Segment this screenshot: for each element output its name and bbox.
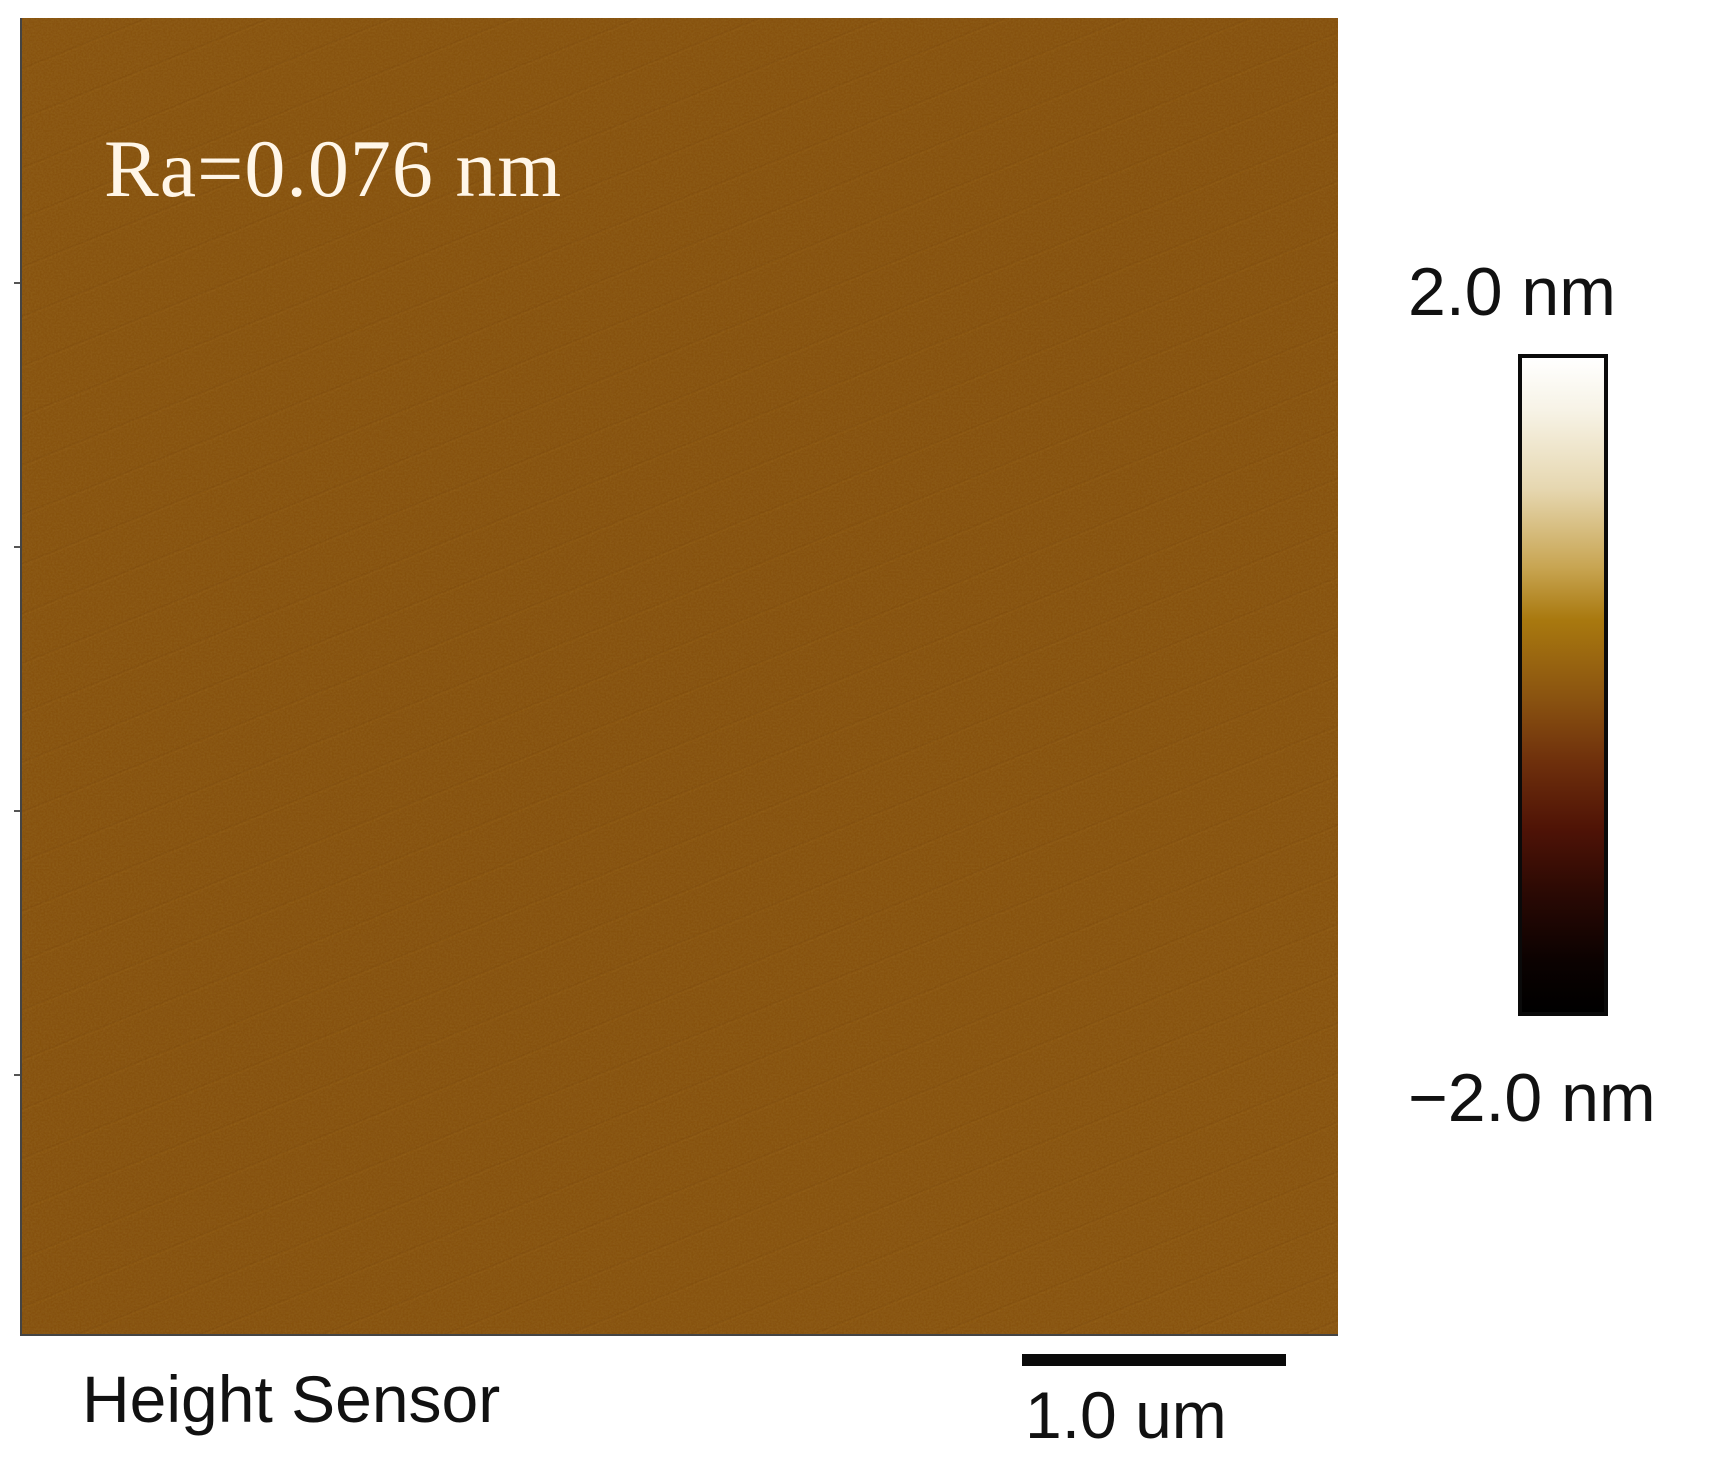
colorbar-max-label: 2.0 nm [1408,254,1616,330]
afm-surface-texture [22,18,1338,1334]
scale-bar-label: 1.0 um [1025,1378,1227,1452]
y-axis-tick [14,546,20,548]
roughness-label: Ra=0.076 nm [104,123,563,214]
height-colorbar [1518,354,1608,1016]
y-axis-tick [14,282,20,284]
y-axis-tick [14,810,20,812]
colorbar-min-label: −2.0 nm [1408,1060,1656,1136]
afm-height-map [20,18,1338,1336]
y-axis-tick [14,1074,20,1076]
surface-grain [22,18,1338,1334]
scale-bar [1022,1354,1286,1366]
channel-label: Height Sensor [82,1362,501,1436]
